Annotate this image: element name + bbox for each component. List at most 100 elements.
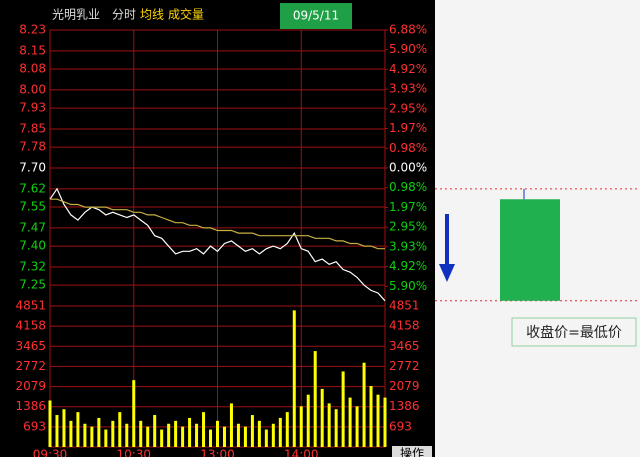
y2-tick-label: 4.92% (389, 62, 427, 76)
volume-bar (271, 423, 275, 447)
volume-bar (341, 371, 345, 447)
y2-tick-label: 4158 (389, 319, 420, 333)
volume-bar (334, 409, 338, 447)
y2-tick-label: 5.90% (389, 42, 427, 56)
y2-tick-label: 2.95% (389, 101, 427, 115)
date-box (280, 3, 352, 29)
volume-bar (209, 429, 213, 447)
y-tick-label: 7.70 (19, 161, 46, 175)
volume-bar (188, 417, 192, 447)
y-tick-label: 4158 (15, 319, 46, 333)
volume-bar (69, 420, 73, 447)
y-tick-label: 7.47 (19, 220, 46, 234)
volume-bar (278, 417, 282, 447)
volume-bar (97, 417, 101, 447)
y2-tick-label: 1.97% (389, 200, 427, 214)
volume-bar (229, 403, 233, 447)
volume-bar (376, 394, 380, 447)
volume-bar (181, 426, 185, 447)
volume-bar (111, 420, 115, 447)
y-tick-label: 7.32 (19, 259, 46, 273)
y-tick-label: 2079 (15, 379, 46, 393)
price-line (49, 187, 386, 302)
volume-bar (125, 423, 129, 447)
action-button[interactable] (392, 446, 432, 457)
y-tick-label: 693 (23, 419, 46, 433)
action[interactable]: 操作 (400, 446, 424, 457)
volume-bar (153, 415, 157, 447)
x-tick-label: 09:30 (33, 448, 68, 457)
volume-bar (174, 420, 178, 447)
y-tick-label: 3465 (15, 339, 46, 353)
volume-bar (362, 362, 366, 447)
volume-bar (369, 385, 373, 447)
y2-tick-label: 2772 (389, 359, 420, 373)
y-tick-label: 7.62 (19, 181, 46, 195)
date: 09/5/11 (293, 9, 339, 23)
y2-tick-label: 1.97% (389, 121, 427, 135)
y2-tick-label: 0.98% (389, 141, 427, 155)
volume-bar (83, 423, 87, 447)
volume-bar (383, 397, 387, 447)
y-tick-label: 8.15 (19, 43, 46, 57)
y-tick-label: 7.78 (19, 140, 46, 154)
y-tick-label: 7.25 (19, 278, 46, 292)
volume-bar (202, 412, 206, 447)
x-tick-label: 14:00 (284, 448, 319, 457)
volume-bar (132, 380, 136, 447)
arrow-head (439, 264, 455, 282)
x-tick-label: 10:30 (116, 448, 151, 457)
volume-bar (222, 426, 226, 447)
y2-tick-label: 4.92% (389, 259, 427, 273)
volume-bar (104, 429, 108, 447)
y2-tick-label: 693 (389, 419, 412, 433)
y2-tick-label: 3.93% (389, 82, 427, 96)
volume-bar (355, 406, 359, 447)
volume-bar (160, 429, 164, 447)
volume-bar (264, 429, 268, 447)
volume-bar (306, 394, 310, 447)
price-line (50, 198, 385, 250)
y-tick-label: 8.08 (19, 62, 46, 76)
y-tick-label: 7.40 (19, 239, 46, 253)
volume-bar (292, 310, 296, 447)
period: 分时 (112, 8, 136, 22)
volume-bar (62, 409, 66, 447)
volume-bar (216, 420, 219, 447)
y-tick-label: 2772 (15, 359, 46, 373)
volume-bar (257, 420, 261, 447)
y-tick-label: 8.00 (19, 82, 46, 96)
y2-tick-label: 5.90% (389, 279, 427, 293)
volume-bar (327, 403, 331, 447)
y2-tick-label: 2.95% (389, 220, 427, 234)
y-tick-label: 7.55 (19, 200, 46, 214)
volume-bar (320, 388, 324, 447)
y-tick-label: 8.23 (19, 23, 46, 37)
volume-bar (90, 426, 94, 447)
y2-tick-label: 3.93% (389, 239, 427, 253)
y-tick-label: 7.85 (19, 121, 46, 135)
y2-tick-label: 1386 (389, 399, 420, 413)
annotation-box (511, 317, 637, 347)
y-tick-label: 7.93 (19, 101, 46, 115)
volume-bar (146, 426, 150, 447)
volume-title: 成交量 (168, 7, 204, 22)
legend-avg: 均线 (140, 8, 164, 22)
volume-bar (285, 412, 289, 447)
y2-tick-label: 3465 (389, 339, 420, 353)
volume-bar (348, 397, 352, 447)
volume-bar (139, 420, 143, 447)
volume-bar (236, 423, 240, 447)
y2-tick-label: 0.98% (389, 180, 427, 194)
candle-body (500, 199, 560, 301)
volume-bar (76, 412, 80, 447)
volume-bar (118, 412, 122, 447)
stock-name: 光明乳业 (52, 8, 100, 22)
volume-bar (55, 415, 59, 447)
volume-bar (48, 400, 52, 447)
y-tick-label: 4851 (15, 299, 46, 313)
y2-tick-label: 4851 (389, 299, 420, 313)
y2-tick-label: 2079 (389, 379, 420, 393)
